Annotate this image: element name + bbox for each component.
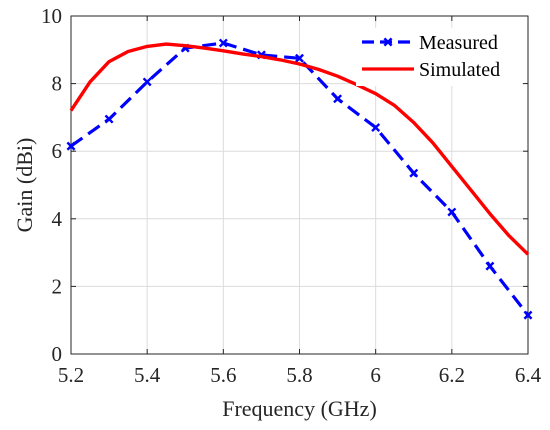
axes xyxy=(70,15,529,355)
marker-measured-10 xyxy=(447,207,457,217)
y-tick-label-5: 10 xyxy=(41,4,62,28)
legend: Measured Simulated xyxy=(356,28,522,86)
series-line-simulated xyxy=(69,42,530,256)
y-tick-label-1: 2 xyxy=(52,274,63,298)
marker-measured-0 xyxy=(66,141,76,151)
x-tick-label-6: 6.4 xyxy=(515,363,542,387)
x-tick-label-1: 5.4 xyxy=(134,363,161,387)
x-tick-label-4: 6 xyxy=(370,363,381,387)
marker-measured-9 xyxy=(409,168,419,178)
legend-label-measured: Measured xyxy=(419,32,498,54)
marker-measured-4 xyxy=(218,38,228,48)
legend-marker-measured xyxy=(383,37,393,47)
x-tick-label-5: 6.2 xyxy=(439,363,465,387)
tick-labels: 5.2 5.4 5.6 5.8 6 6.2 6.4 0 2 4 6 8 10 xyxy=(41,4,542,387)
marker-measured-12 xyxy=(523,310,533,320)
marker-measured-1 xyxy=(104,114,114,124)
marker-measured-7 xyxy=(333,94,343,104)
legend-marker-x xyxy=(383,37,393,47)
x-tick-label-3: 5.8 xyxy=(286,363,312,387)
series-layer xyxy=(66,38,533,320)
x-tick-label-0: 5.2 xyxy=(58,363,84,387)
marker-measured-11 xyxy=(485,261,495,271)
legend-box xyxy=(356,28,522,86)
y-axis-title: Gain (dBi) xyxy=(12,138,37,233)
marker-measured-8 xyxy=(371,123,381,132)
marker-measured-2 xyxy=(142,77,152,87)
y-tick-label-4: 8 xyxy=(52,72,63,96)
marker-measured-6 xyxy=(295,53,304,63)
x-tick-label-2: 5.6 xyxy=(210,363,236,387)
y-tick-label-3: 6 xyxy=(52,139,63,163)
x-axis-title: Frequency (GHz) xyxy=(222,396,377,421)
legend-label-simulated: Simulated xyxy=(419,59,500,81)
y-tick-label-2: 4 xyxy=(52,207,63,231)
y-tick-label-0: 0 xyxy=(52,342,63,366)
